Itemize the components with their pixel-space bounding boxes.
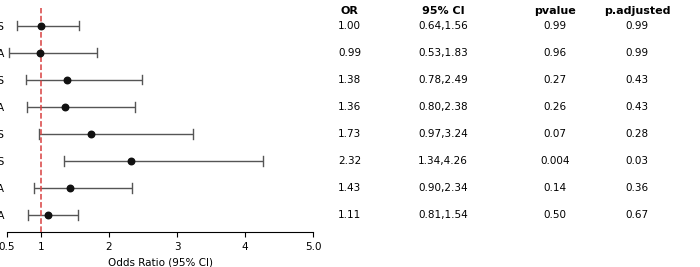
Point bbox=[85, 132, 96, 136]
Text: 0.50: 0.50 bbox=[543, 210, 566, 220]
Text: 0.67: 0.67 bbox=[626, 210, 649, 220]
Text: 2.32: 2.32 bbox=[338, 156, 361, 166]
Text: 0.99: 0.99 bbox=[626, 48, 649, 58]
Text: 0.53,1.83: 0.53,1.83 bbox=[418, 48, 468, 58]
Text: 1.43: 1.43 bbox=[338, 183, 361, 193]
Text: 1.36: 1.36 bbox=[338, 102, 361, 112]
Text: 0.99: 0.99 bbox=[338, 48, 361, 58]
Point bbox=[125, 159, 136, 163]
Text: 0.81,1.54: 0.81,1.54 bbox=[418, 210, 468, 220]
Text: 1.34,4.26: 1.34,4.26 bbox=[418, 156, 468, 166]
Text: 0.90,2.34: 0.90,2.34 bbox=[418, 183, 468, 193]
Text: 0.03: 0.03 bbox=[626, 156, 648, 166]
Text: 0.80,2.38: 0.80,2.38 bbox=[418, 102, 468, 112]
Point bbox=[64, 186, 76, 190]
Text: 0.99: 0.99 bbox=[543, 21, 566, 31]
Text: 1.38: 1.38 bbox=[338, 74, 361, 85]
Text: 0.26: 0.26 bbox=[543, 102, 566, 112]
Point bbox=[61, 77, 72, 82]
Text: 0.07: 0.07 bbox=[543, 129, 566, 139]
Text: pvalue: pvalue bbox=[534, 6, 576, 16]
Point bbox=[60, 104, 71, 109]
Point bbox=[36, 23, 47, 28]
Text: 1.11: 1.11 bbox=[338, 210, 361, 220]
Text: 1.00: 1.00 bbox=[338, 21, 361, 31]
Text: OR: OR bbox=[341, 6, 358, 16]
Text: 95% CI: 95% CI bbox=[421, 6, 464, 16]
Text: 0.27: 0.27 bbox=[543, 74, 566, 85]
Point bbox=[43, 213, 54, 217]
Text: 0.36: 0.36 bbox=[626, 183, 649, 193]
Text: 0.96: 0.96 bbox=[543, 48, 566, 58]
Text: 0.97,3.24: 0.97,3.24 bbox=[418, 129, 468, 139]
Text: 0.28: 0.28 bbox=[626, 129, 649, 139]
Text: 1.73: 1.73 bbox=[338, 129, 361, 139]
Point bbox=[35, 50, 46, 55]
Text: p.adjusted: p.adjusted bbox=[604, 6, 671, 16]
Text: 0.43: 0.43 bbox=[626, 102, 649, 112]
Text: 0.64,1.56: 0.64,1.56 bbox=[418, 21, 468, 31]
Text: 0.43: 0.43 bbox=[626, 74, 649, 85]
X-axis label: Odds Ratio (95% CI): Odds Ratio (95% CI) bbox=[108, 258, 213, 267]
Text: 0.14: 0.14 bbox=[543, 183, 566, 193]
Text: 0.78,2.49: 0.78,2.49 bbox=[418, 74, 468, 85]
Text: 0.99: 0.99 bbox=[626, 21, 649, 31]
Text: 0.004: 0.004 bbox=[540, 156, 570, 166]
